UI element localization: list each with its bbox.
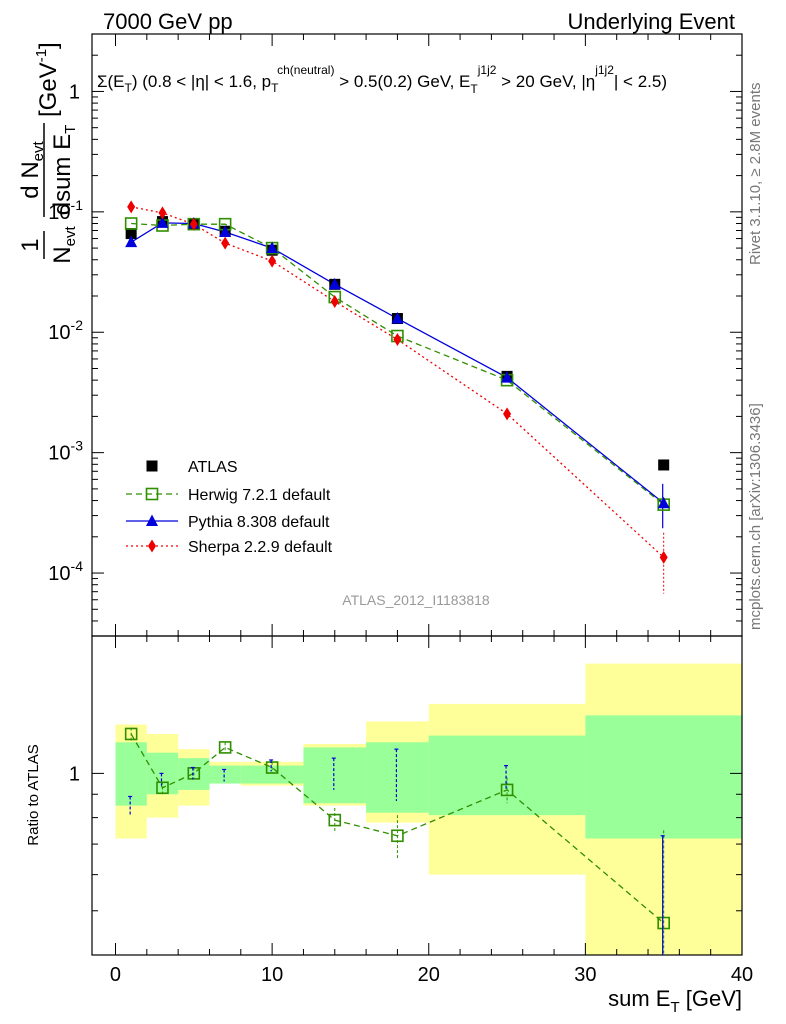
svg-text:1: 1	[17, 238, 44, 251]
x-tick-label: 10	[261, 964, 283, 986]
herwig-ratio-point	[328, 813, 342, 827]
pythia-point	[125, 235, 138, 248]
herwig-point	[124, 217, 138, 230]
pythia-point	[501, 371, 514, 383]
band-inner-bin	[303, 747, 367, 804]
legend-entry: Sherpa 2.2.9 default	[188, 539, 333, 556]
band-inner-bin	[209, 765, 241, 784]
sherpa-point	[503, 407, 512, 421]
sherpa-point	[393, 333, 402, 347]
sherpa-point	[221, 236, 230, 250]
sherpa-point	[268, 254, 277, 268]
legend-entry: Herwig 7.2.1 default	[188, 487, 331, 504]
x-tick-label: 40	[731, 964, 753, 986]
y-tick-label: 10-3	[48, 438, 83, 465]
mcplots-label: mcplots.cern.ch [arXiv:1306.3436]	[747, 403, 764, 630]
sherpa-point	[158, 206, 167, 220]
band-inner-bin	[428, 735, 586, 816]
x-axis-label: sum ET [GeV]	[608, 986, 742, 1016]
svg-text:dsum ET: dsum ET	[49, 125, 79, 216]
header-right: Underlying Event	[567, 9, 735, 34]
atlas-point	[125, 228, 137, 240]
legend-marker	[146, 460, 158, 472]
band-inner-bin	[240, 765, 304, 784]
legend-entry: ATLAS	[188, 459, 238, 476]
x-tick-label: 30	[574, 964, 596, 986]
sherpa-point	[127, 200, 136, 214]
watermark: ATLAS_2012_I1183818	[342, 592, 490, 608]
x-tick-label: 0	[110, 964, 121, 986]
sherpa-point	[330, 295, 339, 309]
svg-text:d Nevt: d Nevt	[17, 140, 47, 198]
herwig-line	[131, 222, 665, 506]
legend-entry: Pythia 8.308 default	[188, 514, 330, 531]
herwig-ratio-point	[500, 783, 514, 797]
ratio-y-axis-label: Ratio to ATLAS	[25, 744, 42, 845]
herwig-ratio-point	[124, 727, 138, 741]
main-title: Σ(ET) (0.8 < |η| < 1.6, pTch(neutral) > …	[97, 63, 667, 96]
band-inner-bin	[585, 715, 742, 839]
pythia-point	[328, 277, 341, 290]
sherpa-point	[659, 550, 668, 564]
svg-text:Nevt: Nevt	[49, 225, 79, 263]
atlas-point	[658, 459, 670, 471]
herwig-ratio-point	[657, 916, 670, 930]
svg-text:[GeV-1]: [GeV-1]	[33, 42, 62, 117]
herwig-ratio-point	[156, 781, 169, 795]
herwig-ratio-point	[265, 761, 279, 774]
y-tick-label: 1	[69, 763, 80, 785]
y-tick-label: 10-1	[48, 197, 83, 224]
header-left: 7000 GeV pp	[103, 9, 233, 34]
ratio-frame	[91, 635, 743, 956]
rivet-label: Rivet 3.1.10, ≥ 2.8M events	[747, 83, 764, 266]
herwig-ratio-line	[130, 733, 665, 924]
pythia-point	[266, 241, 279, 254]
legend-marker	[146, 514, 158, 526]
y-tick-label: 1	[69, 81, 80, 103]
y-tick-label: 10-2	[48, 317, 83, 344]
y-tick-label: 10-4	[48, 558, 83, 585]
legend-marker	[145, 487, 159, 501]
pythia-point	[657, 496, 670, 509]
pythia-point	[391, 312, 404, 324]
pythia-point	[156, 216, 169, 228]
sherpa-point	[189, 217, 198, 231]
band-inner-bin	[366, 742, 429, 813]
sherpa-line	[131, 206, 665, 558]
legend-marker	[148, 539, 156, 553]
herwig-ratio-point	[218, 741, 232, 754]
pythia-point	[219, 225, 232, 238]
x-tick-label: 20	[418, 964, 440, 986]
herwig-ratio-point	[391, 829, 404, 843]
